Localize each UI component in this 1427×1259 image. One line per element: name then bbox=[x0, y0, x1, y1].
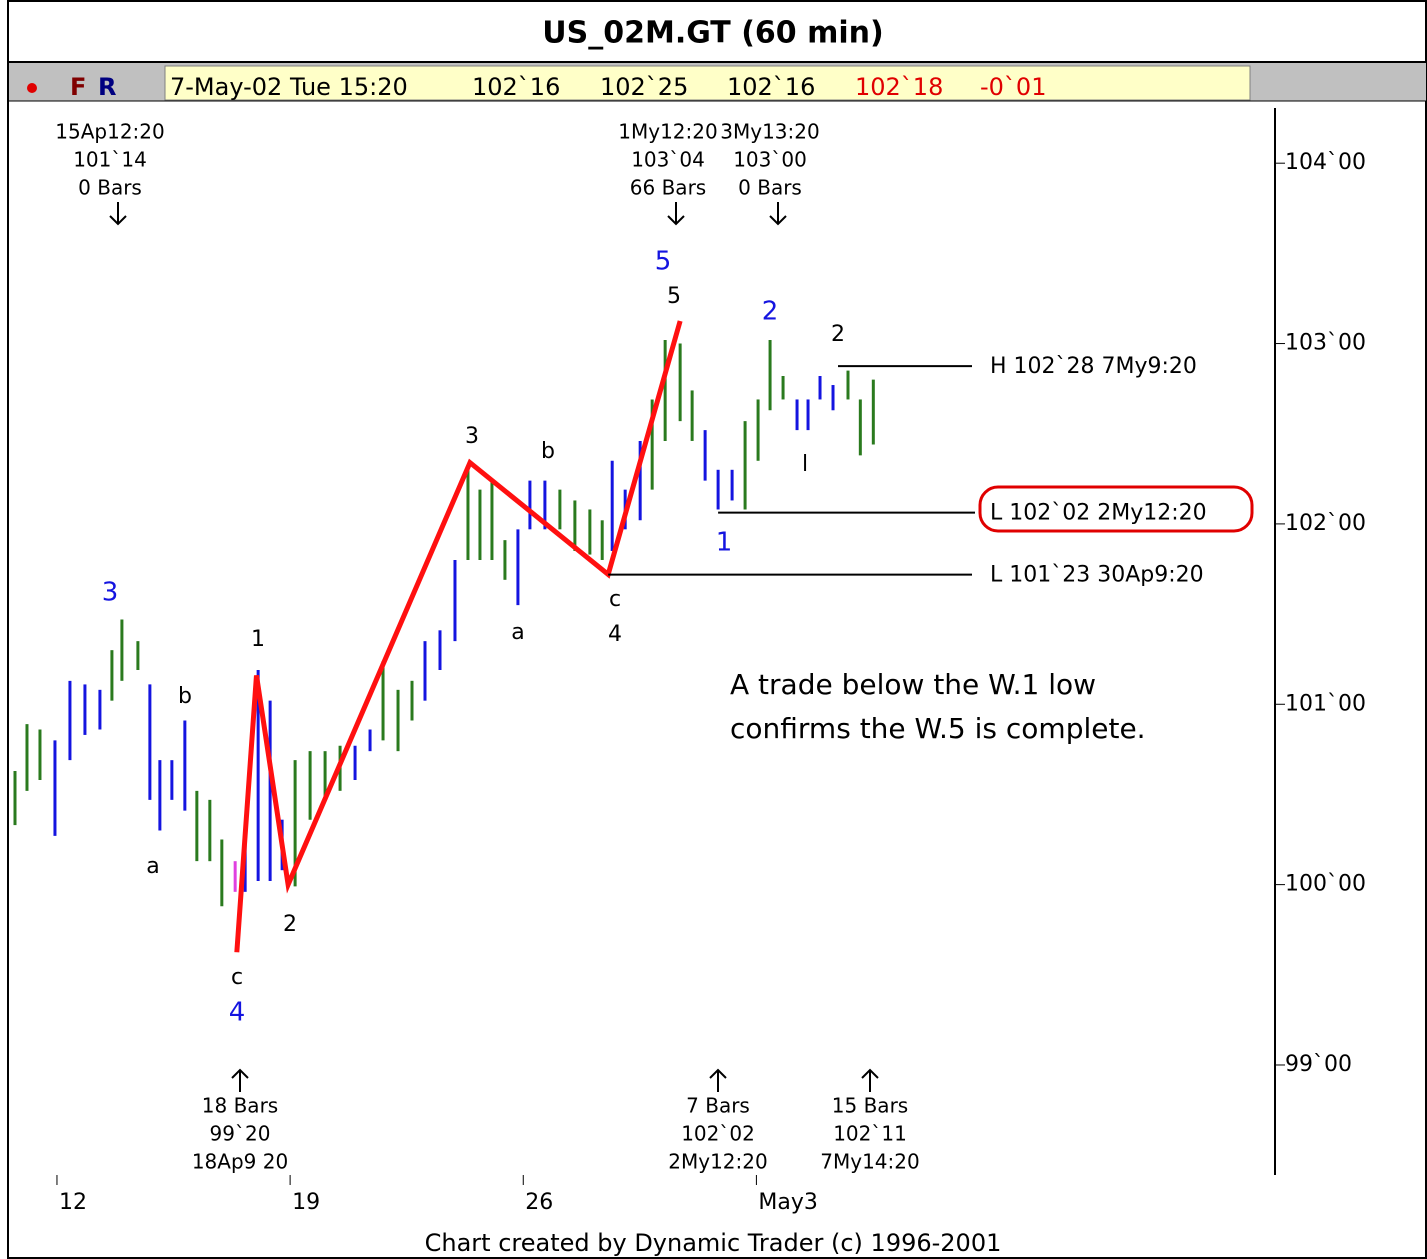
wave-label: 5 bbox=[667, 284, 681, 309]
x-tick-label: May3 bbox=[758, 1190, 817, 1215]
level-label: L 101`23 30Ap9:20 bbox=[990, 563, 1204, 588]
wave-label: l bbox=[802, 452, 808, 477]
bottom-callout: 15 Bars bbox=[832, 1094, 908, 1118]
wave-label: 2 bbox=[283, 912, 297, 937]
quote-high: 102`25 bbox=[600, 73, 688, 101]
y-tick-label: 100`00 bbox=[1285, 872, 1366, 897]
wave-label: b bbox=[541, 439, 555, 464]
x-tick-label: 26 bbox=[525, 1190, 553, 1215]
top-callout: 0 Bars bbox=[738, 176, 802, 200]
y-tick-label: 99`00 bbox=[1285, 1052, 1352, 1077]
wave-label: c bbox=[231, 965, 243, 990]
bottom-callout: 102`02 bbox=[681, 1122, 755, 1146]
top-callout: 101`14 bbox=[73, 148, 147, 172]
top-callout: 103`00 bbox=[733, 148, 807, 172]
wave-label: 3 bbox=[102, 578, 119, 608]
record-dot bbox=[27, 83, 37, 93]
bottom-callout: 7 Bars bbox=[686, 1094, 750, 1118]
y-tick-label: 104`00 bbox=[1285, 150, 1366, 175]
x-tick-label: 12 bbox=[59, 1190, 87, 1215]
wave-label: 2 bbox=[762, 297, 779, 327]
bottom-callout: 7My14:20 bbox=[820, 1150, 919, 1174]
wave-label: a bbox=[511, 620, 524, 645]
top-callout: 0 Bars bbox=[78, 176, 142, 200]
up-arrow bbox=[861, 1068, 879, 1092]
top-callout: 103`04 bbox=[631, 148, 705, 172]
down-arrow bbox=[667, 202, 685, 226]
bottom-callout: 18 Bars bbox=[202, 1094, 278, 1118]
quote-change: -0`01 bbox=[980, 73, 1046, 101]
quote-panel bbox=[164, 65, 1251, 101]
note: confirms the W.5 is complete. bbox=[730, 712, 1146, 745]
wave-label: 5 bbox=[655, 247, 672, 277]
top-callout: 1My12:20 bbox=[618, 120, 717, 144]
top-callout: 3My13:20 bbox=[720, 120, 819, 144]
bottom-callout: 18Ap9 20 bbox=[192, 1150, 288, 1174]
y-tick-label: 101`00 bbox=[1285, 691, 1366, 716]
x-tick-label: 19 bbox=[292, 1190, 320, 1215]
quote-close: 102`18 bbox=[855, 73, 943, 101]
y-tick-label: 103`00 bbox=[1285, 331, 1366, 356]
level-label: L 102`02 2My12:20 bbox=[990, 501, 1207, 526]
wave-label: c bbox=[609, 587, 621, 612]
top-callout: 15Ap12:20 bbox=[55, 120, 164, 144]
wave-label: 2 bbox=[831, 322, 845, 347]
bottom-callout: 2My12:20 bbox=[668, 1150, 767, 1174]
wave-label: 1 bbox=[251, 627, 265, 652]
wave-label: b bbox=[178, 684, 192, 709]
bottom-callout: 99`20 bbox=[210, 1122, 271, 1146]
y-tick-label: 102`00 bbox=[1285, 511, 1366, 536]
level-label: H 102`28 7My9:20 bbox=[990, 354, 1197, 379]
wave-label: 4 bbox=[229, 998, 246, 1028]
wave-label: 4 bbox=[608, 622, 622, 647]
up-arrow bbox=[709, 1068, 727, 1092]
button-r[interactable]: R bbox=[98, 73, 116, 101]
quote-time: 7-May-02 Tue 15:20 bbox=[170, 73, 408, 101]
highlight-oval bbox=[978, 485, 1254, 533]
button-f[interactable]: F bbox=[70, 73, 86, 101]
down-arrow bbox=[109, 202, 127, 226]
quote-low: 102`16 bbox=[727, 73, 815, 101]
note: A trade below the W.1 low bbox=[730, 668, 1096, 701]
wave-label: 1 bbox=[716, 528, 733, 558]
wave-label: a bbox=[146, 854, 159, 879]
footer: Chart created by Dynamic Trader (c) 1996… bbox=[425, 1229, 1002, 1257]
wave-label: 3 bbox=[465, 424, 479, 449]
chart-title: US_02M.GT (60 min) bbox=[542, 16, 883, 51]
top-callout: 66 Bars bbox=[630, 176, 706, 200]
up-arrow bbox=[231, 1068, 249, 1092]
down-arrow bbox=[769, 202, 787, 226]
wave-line bbox=[234, 320, 683, 953]
window-frame bbox=[7, 0, 1427, 1259]
quote-open: 102`16 bbox=[472, 73, 560, 101]
bottom-callout: 102`11 bbox=[833, 1122, 907, 1146]
